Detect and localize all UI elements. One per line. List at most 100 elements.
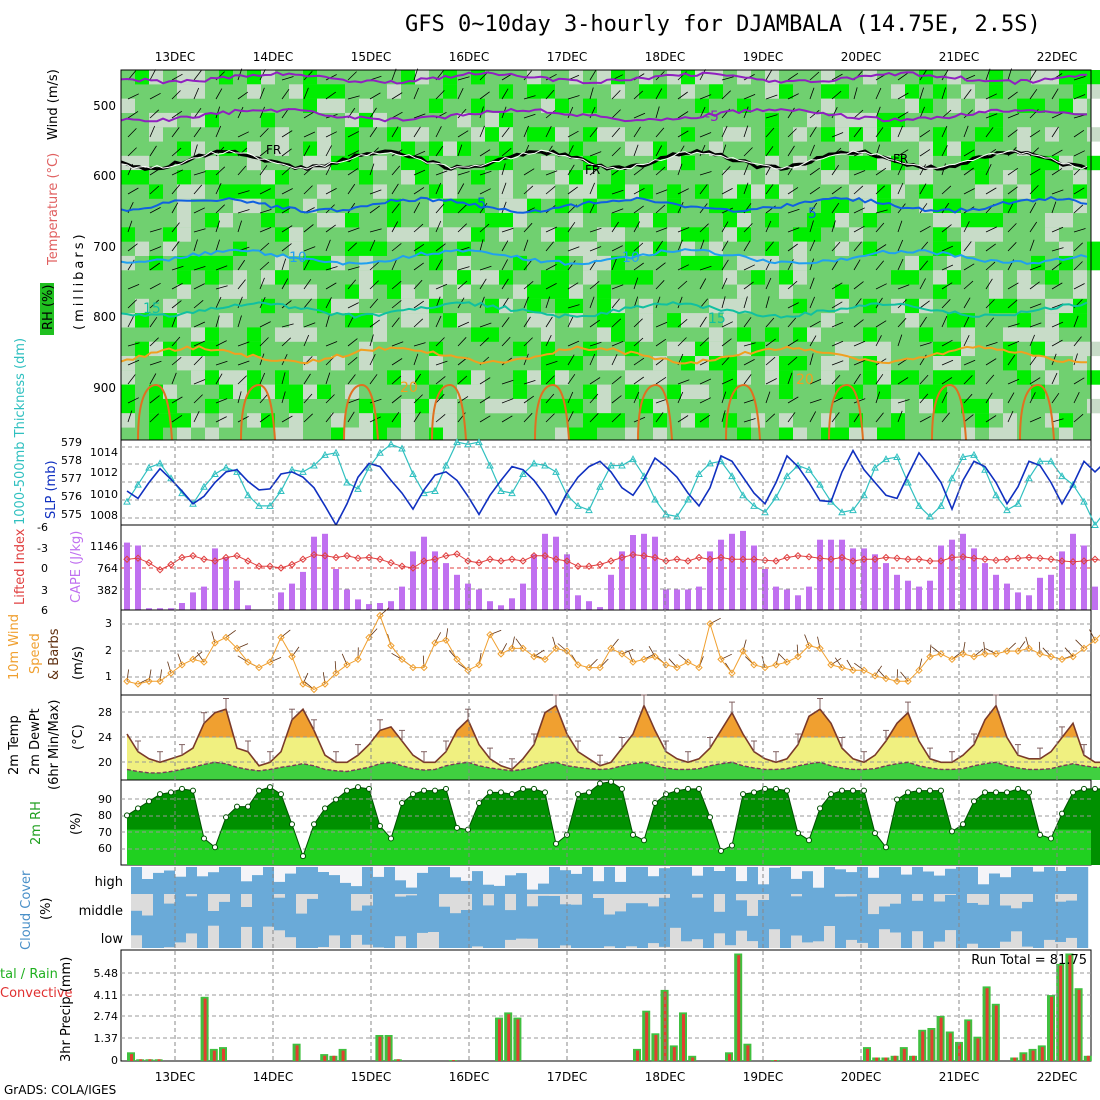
- cape-bar: [949, 539, 955, 610]
- wind-barb: [699, 106, 706, 119]
- wind-barb: [457, 321, 470, 328]
- rh-cell: [289, 327, 303, 342]
- cloud-gap: [439, 894, 451, 907]
- rh-point: [135, 805, 141, 812]
- rh-cell: [303, 284, 317, 299]
- wind-barb: [1051, 339, 1063, 347]
- wind-barb: [347, 202, 356, 214]
- wind-speed-point: [816, 644, 824, 653]
- precip-conv-bar: [222, 1048, 225, 1061]
- cloud-gap: [835, 894, 847, 897]
- wind-barb: [831, 186, 842, 195]
- wind-barb: [875, 412, 884, 423]
- rh-cell: [583, 341, 597, 357]
- wind-barb: [897, 399, 910, 404]
- wind-barb: [985, 392, 993, 404]
- cloud-gap: [362, 894, 374, 906]
- cape-bar: [762, 569, 768, 610]
- rh-series-layer: [124, 778, 1100, 860]
- cloud-cell: [1066, 894, 1078, 921]
- cloud-cell: [703, 921, 715, 948]
- wind-barb: [303, 185, 313, 195]
- slp-tick-1008: 1008: [90, 509, 118, 522]
- cloud-cell: [318, 921, 330, 948]
- rh-point: [828, 791, 834, 798]
- wind-barb: [787, 243, 798, 252]
- wind-barb: [193, 171, 206, 176]
- wind-barb: [897, 377, 909, 385]
- wind-barb: [765, 338, 776, 347]
- cloud-gap: [285, 867, 297, 874]
- wind-barb: [853, 87, 858, 100]
- wind-barb: [963, 241, 972, 252]
- rh-cell: [1017, 184, 1031, 199]
- cape-bar: [740, 530, 746, 610]
- cloud-cell: [1000, 921, 1012, 948]
- wind-barb: [765, 184, 774, 195]
- wind-barb: [501, 278, 509, 290]
- li-point: [882, 553, 890, 562]
- wind-barb: [303, 246, 316, 252]
- wind-barb: [787, 280, 798, 290]
- wind-barb: [501, 182, 507, 195]
- contour-minus10: [120, 71, 1088, 86]
- cloud-gap: [483, 894, 495, 906]
- rh-cell: [471, 327, 485, 342]
- li-point: [255, 562, 263, 570]
- wind-barb: [567, 304, 580, 309]
- wind-barb: [215, 296, 222, 309]
- wind-speed-point: [310, 685, 318, 694]
- wind-barb: [523, 412, 533, 423]
- rh-cell: [275, 255, 289, 271]
- rh-cell: [443, 313, 457, 328]
- rh-cell: [205, 213, 219, 228]
- rh-cell: [737, 327, 751, 342]
- wind-barb: [897, 125, 903, 138]
- wind-barb: [281, 130, 293, 138]
- precip-conv-bar: [893, 1055, 897, 1061]
- rh-cell: [331, 84, 345, 99]
- rh-cell: [373, 313, 387, 328]
- li-point: [552, 555, 560, 563]
- rh-cell: [891, 270, 905, 285]
- thickness-line: [126, 441, 1100, 527]
- wind-barb: [149, 360, 162, 366]
- cloud-cell: [1077, 867, 1089, 894]
- cloud-cell: [142, 867, 154, 894]
- precip-tick-274: 2.74: [94, 1010, 119, 1023]
- rh-cell: [821, 170, 835, 185]
- wind-barb: [589, 393, 599, 404]
- rh-cell: [947, 213, 961, 228]
- precip-conv-bar: [341, 1050, 345, 1061]
- wind-speed-point: [695, 663, 703, 672]
- wind-barb: [259, 321, 271, 328]
- rh-cell: [1031, 327, 1045, 342]
- cape-bar: [443, 563, 449, 610]
- wind10m-barb: [159, 669, 162, 682]
- wind-barb: [369, 126, 378, 138]
- rh-cell: [121, 384, 135, 399]
- thickness-point: [431, 486, 439, 494]
- rh-cell: [849, 341, 863, 357]
- wind-barb: [1051, 149, 1063, 157]
- cloud-gap: [395, 867, 407, 881]
- precip-conv-bar: [672, 1047, 676, 1061]
- rh-cell: [1059, 413, 1073, 428]
- thickness-point: [959, 452, 967, 460]
- wind-barb: [1073, 187, 1085, 195]
- cloud-cell: [219, 894, 231, 921]
- wind-barb: [193, 207, 205, 214]
- rh-cell: [373, 270, 387, 285]
- rh-cell: [975, 170, 989, 185]
- cloud-gap: [461, 894, 473, 910]
- rh-cell: [261, 213, 275, 228]
- cloud-cell: [450, 867, 462, 894]
- cloud-gap: [406, 867, 418, 888]
- rh-cell: [275, 384, 289, 399]
- rh-cell: [975, 184, 989, 199]
- rh-cell: [485, 270, 499, 285]
- cloud-cell: [626, 921, 638, 948]
- cape-bar: [124, 542, 130, 610]
- wind-barb: [523, 260, 532, 271]
- wind-barb: [325, 145, 332, 157]
